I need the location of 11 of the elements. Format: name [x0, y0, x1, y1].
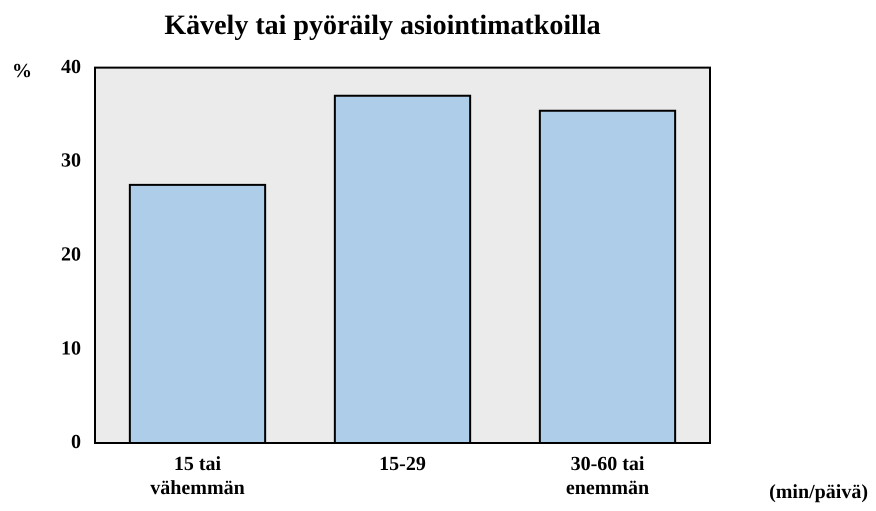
y-tick-label: 30 — [61, 150, 81, 172]
y-tick-label: 20 — [61, 243, 81, 266]
x-axis-title: (min/päivä) — [769, 481, 868, 503]
y-tick-label: 40 — [61, 56, 81, 78]
chart-title: Kävely tai pyöräily asiointimatkoilla — [164, 10, 601, 42]
x-tick-label: 30-60 tai enemmän — [566, 453, 650, 500]
x-tick-label: 15 tai vähemmän — [150, 453, 245, 500]
x-tick-label: 15-29 — [379, 453, 426, 476]
y-axis-title: % — [12, 60, 32, 82]
y-tick-label: 10 — [61, 337, 81, 360]
y-tick-label: 0 — [71, 431, 81, 454]
